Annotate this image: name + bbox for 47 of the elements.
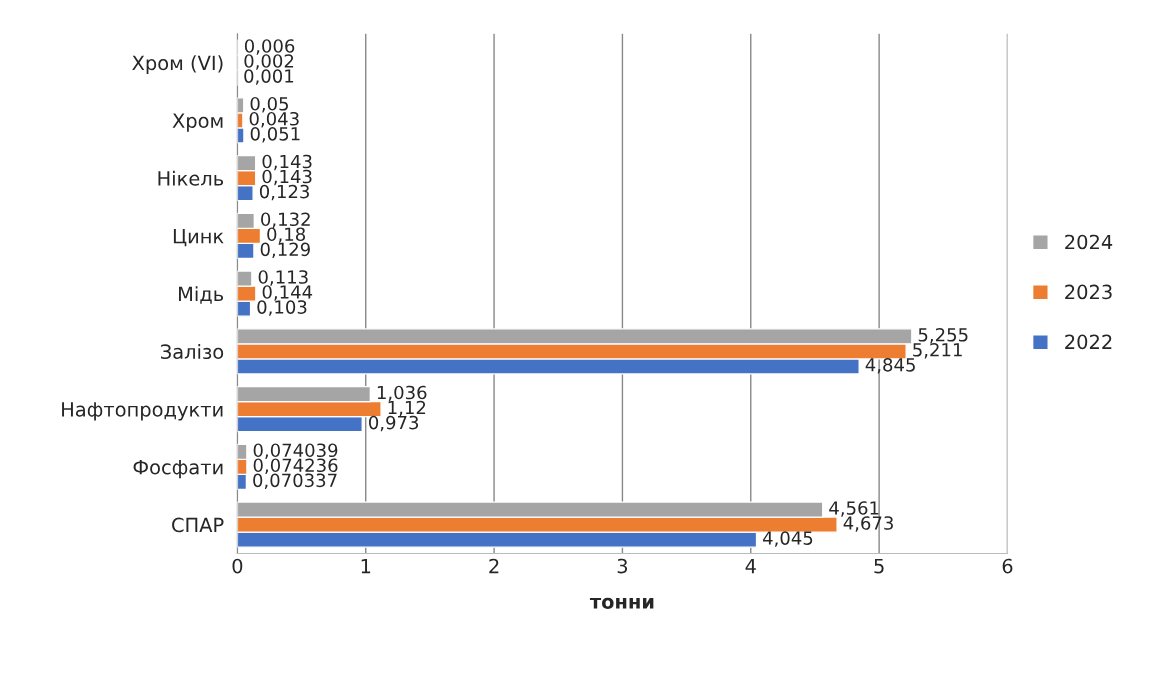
data-label: 0,143 [262, 154, 312, 171]
legend-label: 2022 [1065, 334, 1112, 350]
data-label: 0,051 [250, 126, 300, 143]
x-tick-label: 1 [361, 558, 371, 574]
data-label: 4,561 [829, 501, 879, 517]
y-tick-label: Хром (VI) [132, 55, 223, 75]
data-label: 0,18 [267, 227, 306, 243]
data-label: 0,002 [244, 54, 294, 70]
data-label: 0,113 [258, 270, 308, 286]
data-label: 1,036 [377, 385, 427, 402]
x-tick-label: 0 [232, 558, 243, 574]
y-tick-label: Залізо [161, 343, 224, 360]
data-label: 4,673 [843, 516, 893, 532]
legend-label: 2023 [1065, 284, 1112, 300]
x-axis-title: тонни [589, 597, 654, 609]
data-label: 0,129 [260, 242, 310, 258]
x-tick-label: 3 [617, 558, 628, 574]
data-label: 0,123 [259, 184, 309, 201]
x-tick-label: 2 [489, 558, 499, 574]
legend-label: 2024 [1065, 234, 1113, 250]
data-label: 0,074039 [253, 443, 338, 459]
data-label: 0,074236 [253, 458, 338, 474]
x-tick-label: 4 [745, 558, 756, 574]
data-label: 4,845 [865, 357, 915, 374]
data-label: 5,211 [913, 342, 962, 359]
data-label: 0,132 [261, 212, 310, 228]
y-tick-label: Нікель [158, 170, 224, 186]
y-tick-label: СПАР [172, 517, 224, 533]
data-label: 0,070337 [253, 473, 337, 489]
data-label: 0,144 [262, 285, 313, 301]
data-label: 0,973 [369, 415, 419, 432]
y-tick-label: Нафтопродукти [62, 402, 223, 421]
data-label: 0,103 [257, 300, 307, 316]
y-tick-label: Фосфати [133, 460, 223, 479]
data-label: 0,143 [262, 169, 312, 186]
y-tick-label: Мідь [179, 286, 224, 304]
data-label: 4,045 [762, 531, 813, 547]
x-tick-label: 5 [874, 558, 884, 574]
data-label: 5,255 [918, 327, 968, 344]
x-tick-label: 6 [1002, 558, 1013, 574]
y-tick-label: Хром [172, 113, 223, 132]
data-label: 1,12 [388, 400, 426, 417]
data-label: 0,05 [250, 96, 288, 113]
data-label: 0,043 [249, 111, 299, 128]
data-label: 0,001 [244, 69, 294, 85]
data-label: 0,006 [244, 39, 295, 55]
y-tick-label: Цинк [173, 229, 224, 247]
